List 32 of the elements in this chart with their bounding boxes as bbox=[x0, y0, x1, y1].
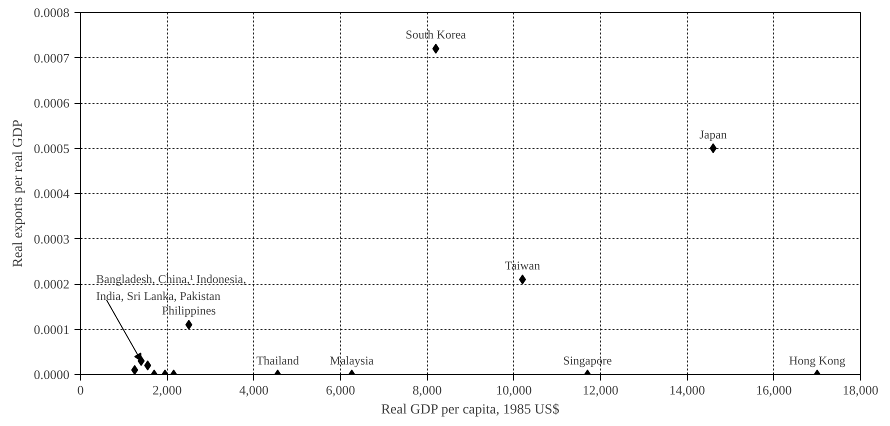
y-tick-label: 0.0003 bbox=[34, 231, 70, 246]
annotation: Hong Kong bbox=[789, 354, 846, 368]
annotation: South Korea bbox=[406, 28, 467, 42]
annotation: Japan bbox=[700, 127, 727, 142]
x-tick-label: 8,000 bbox=[412, 382, 442, 398]
y-tick-label: 0.0005 bbox=[34, 140, 70, 156]
point bbox=[710, 143, 717, 154]
annotation: Philippines bbox=[162, 304, 216, 318]
x-tick-label: 14,000 bbox=[669, 382, 706, 398]
y-tick-label: 0.0000 bbox=[34, 367, 70, 382]
x-tick-label: 18,000 bbox=[842, 382, 878, 398]
x-tick-label: 4,000 bbox=[239, 382, 268, 398]
y-tick-label: 0.0004 bbox=[34, 186, 70, 201]
x-tick-label: 10,000 bbox=[496, 382, 532, 398]
annotation: Malaysia bbox=[330, 354, 374, 368]
annotation: Bangladesh, China,¹ Indonesia, India, Sri Lanka, Pakistan bbox=[96, 272, 246, 303]
x-tick-label: 0 bbox=[77, 382, 84, 398]
y-tick-label: 0.0001 bbox=[34, 322, 70, 337]
x-tick-label: 16,000 bbox=[756, 382, 792, 398]
x-axis-title: Real GDP per capita, 1985 US$ bbox=[381, 402, 560, 418]
x-tick-label: 6,000 bbox=[326, 382, 356, 398]
x-tick-label: 2,000 bbox=[152, 382, 182, 398]
y-tick-label: 0.0007 bbox=[34, 50, 70, 66]
annotation: Thailand bbox=[256, 354, 299, 368]
y-tick-label: 0.0008 bbox=[34, 5, 70, 20]
x-tick-label: 12,000 bbox=[582, 382, 618, 398]
annotation: Singapore bbox=[563, 354, 612, 368]
y-axis-title: Real exports per real GDP bbox=[10, 119, 26, 268]
y-tick-label: 0.0006 bbox=[34, 96, 70, 110]
y-tick-label: 0.0002 bbox=[34, 276, 70, 292]
point bbox=[432, 44, 440, 54]
annotation: Taiwan bbox=[504, 258, 540, 272]
